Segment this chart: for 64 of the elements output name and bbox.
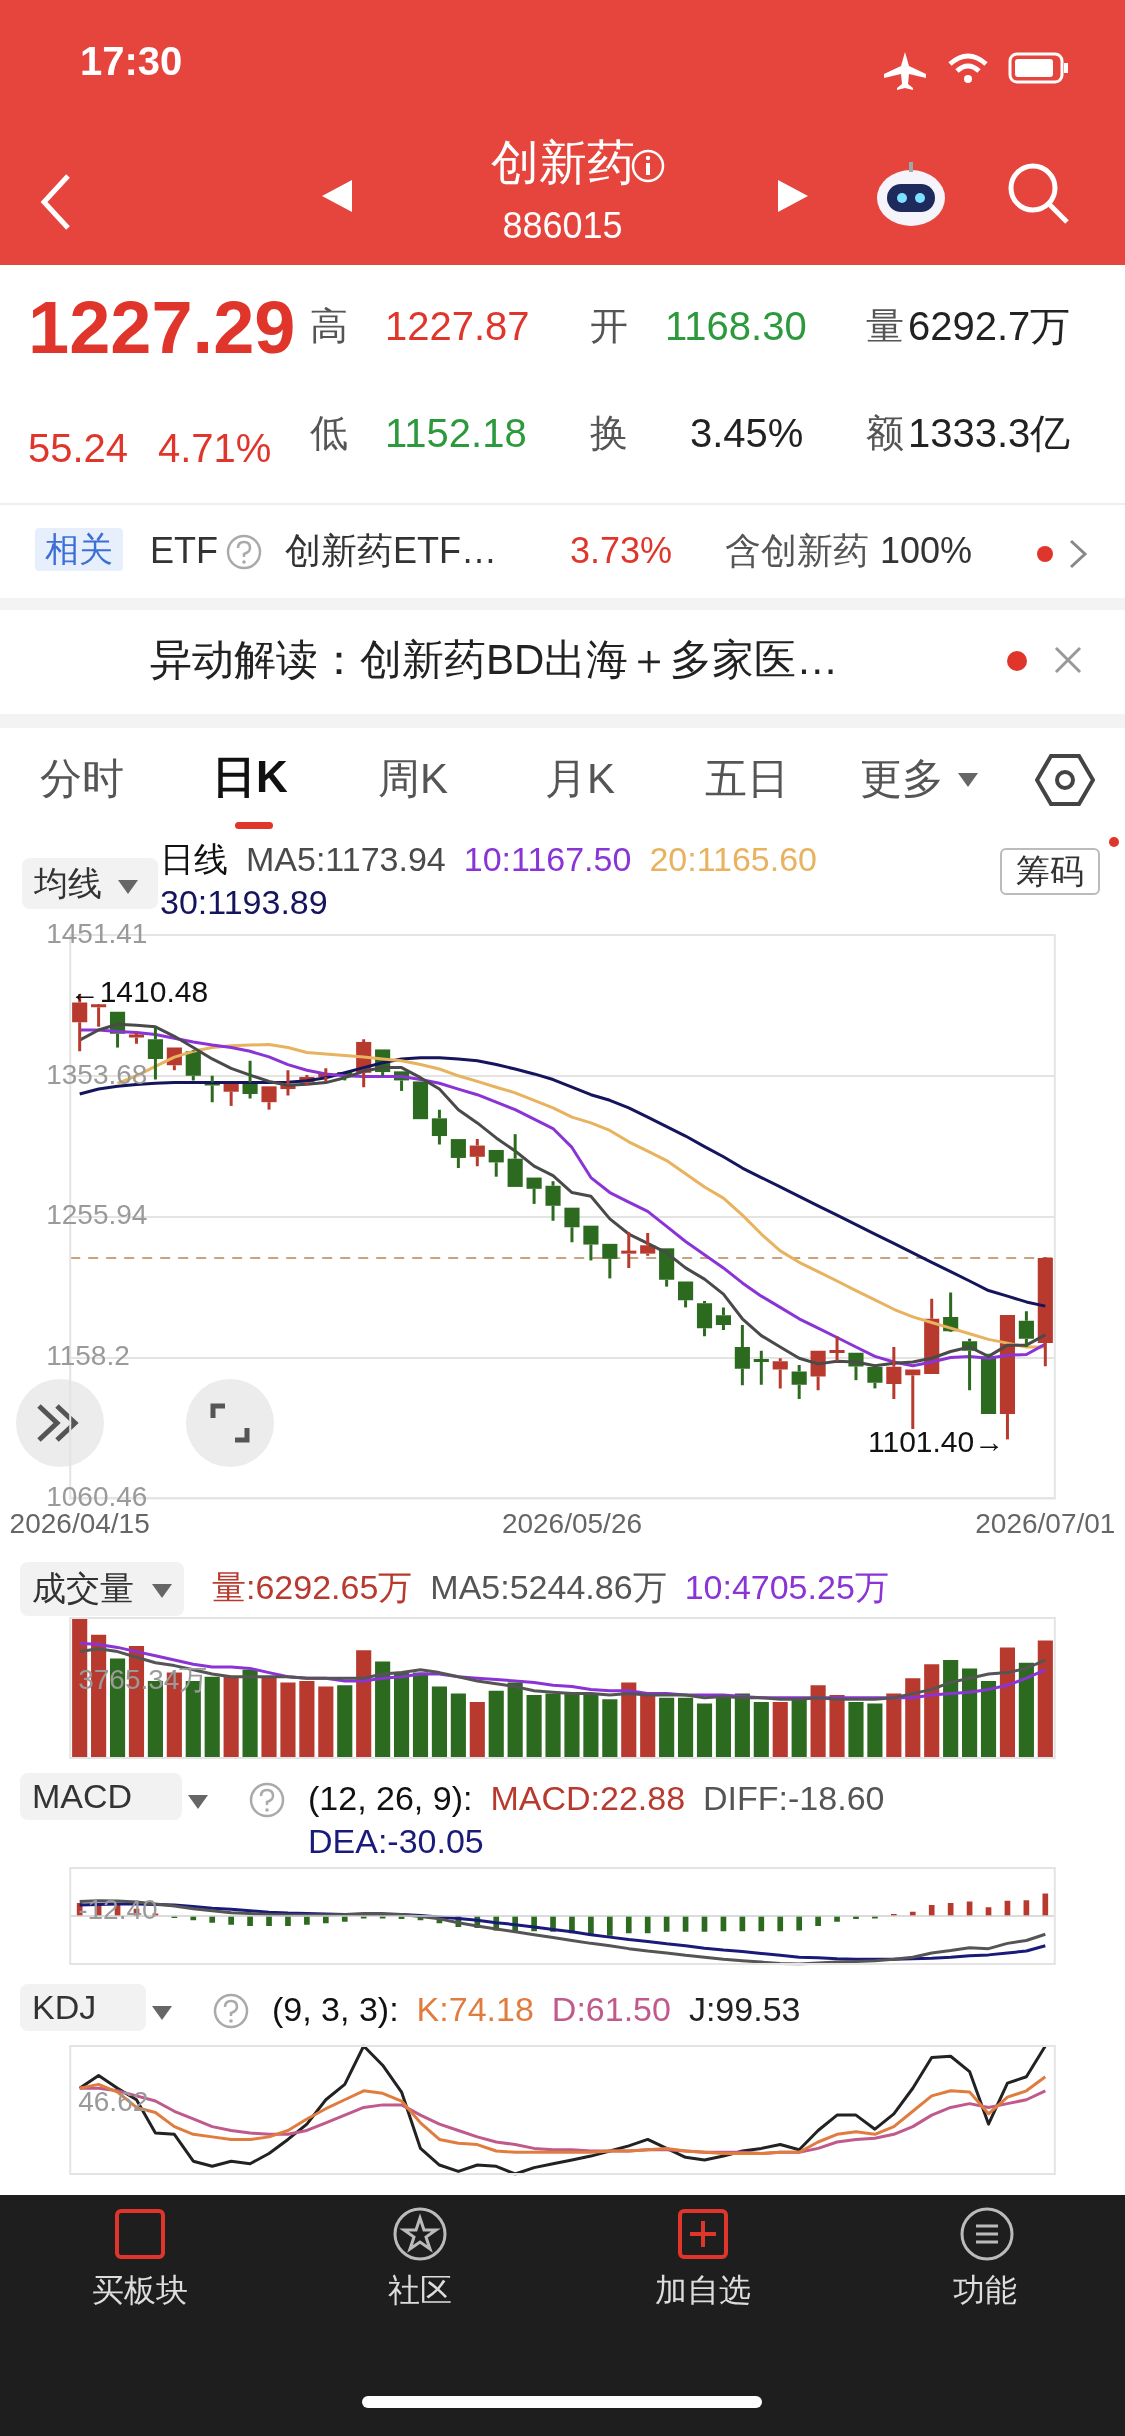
text: 1227.87 <box>385 303 530 349</box>
text: 低 <box>310 412 348 456</box>
y-tick-label: 1353.68 <box>46 1058 148 1090</box>
text: DIFF:-18.60 <box>703 1778 885 1819</box>
text: 买板块 <box>92 2272 188 2309</box>
text: 1168.30 <box>665 303 807 349</box>
text: 更多 <box>860 755 944 804</box>
text: 月K <box>545 755 616 804</box>
text: D:61.50 <box>551 1989 671 2030</box>
text: 相关 <box>35 528 123 572</box>
text: 含创新药 <box>725 530 869 572</box>
text: 分时 <box>40 755 124 804</box>
annotation: ←1410.48 <box>69 975 209 1009</box>
text: 1333.3亿 <box>908 410 1071 456</box>
text: 17:30 <box>80 38 183 84</box>
annotation: 1101.40→ <box>868 1425 1005 1460</box>
text: 30:1193.89 <box>160 881 328 923</box>
y-tick-label: 1158.2 <box>46 1340 130 1372</box>
text: 1152.18 <box>385 410 527 456</box>
text: 量 <box>866 305 904 349</box>
text: 周K <box>378 755 449 804</box>
text: 额 <box>866 412 904 456</box>
x-tick-label: 2026/05/26 <box>501 1507 643 1539</box>
chart-title: 创新药 <box>489 135 636 191</box>
text: 3.73% <box>570 530 673 572</box>
text: 3.45% <box>690 410 804 456</box>
series-label: DEA:-30.05 <box>308 1820 484 1862</box>
text: 1227.29 <box>28 285 296 371</box>
text: K:74.18 <box>416 1989 534 2030</box>
series-label: 量:6292.65万 <box>212 1567 413 1608</box>
y-tick-label: 1255.94 <box>46 1199 148 1231</box>
chart-subtitle: 886015 <box>501 205 624 247</box>
text: J:99.53 <box>688 1989 801 2030</box>
text: MACD:22.88 <box>490 1778 686 1819</box>
text: ETF <box>150 530 218 572</box>
text: 筹码 <box>1000 848 1100 896</box>
text: 10:4705.25万 <box>684 1567 889 1608</box>
text: 10:1167.50 <box>463 839 632 880</box>
text: 4.71% <box>158 425 272 471</box>
text: 20:1165.60 <box>649 839 818 880</box>
text: 社区 <box>388 2272 452 2309</box>
text: MA5:1173.94 <box>246 839 446 880</box>
text: 100% <box>880 530 973 572</box>
legend-title: (9, 3, 3): <box>272 1989 399 2030</box>
chart-title: KDJ <box>20 1984 147 2031</box>
legend-title: 日线 <box>160 839 228 880</box>
text: 加自选 <box>655 2272 751 2309</box>
text: 五日 <box>705 755 789 804</box>
chart-title: 成交量 <box>20 1562 184 1616</box>
y-tick-label: 1451.41 <box>46 917 148 949</box>
text: 高 <box>310 305 348 349</box>
text: 功能 <box>953 2272 1017 2309</box>
series-label: MA5:5244.86万 <box>430 1567 667 1608</box>
x-tick-label: 2026/07/01 <box>975 1507 1116 1539</box>
text: 开 <box>590 305 628 349</box>
chart-title: MACD <box>20 1773 183 1820</box>
text: 日K <box>212 752 288 803</box>
text: 创新药ETF… <box>285 530 497 572</box>
legend-title: (12, 26, 9): <box>308 1778 473 1819</box>
text: 换 <box>590 412 628 456</box>
text: 6292.7万 <box>908 303 1071 349</box>
text: 55.24 <box>28 425 129 471</box>
text: 异动解读：创新药BD出海＋多家医… <box>150 636 839 685</box>
text: 均线 <box>22 858 158 910</box>
